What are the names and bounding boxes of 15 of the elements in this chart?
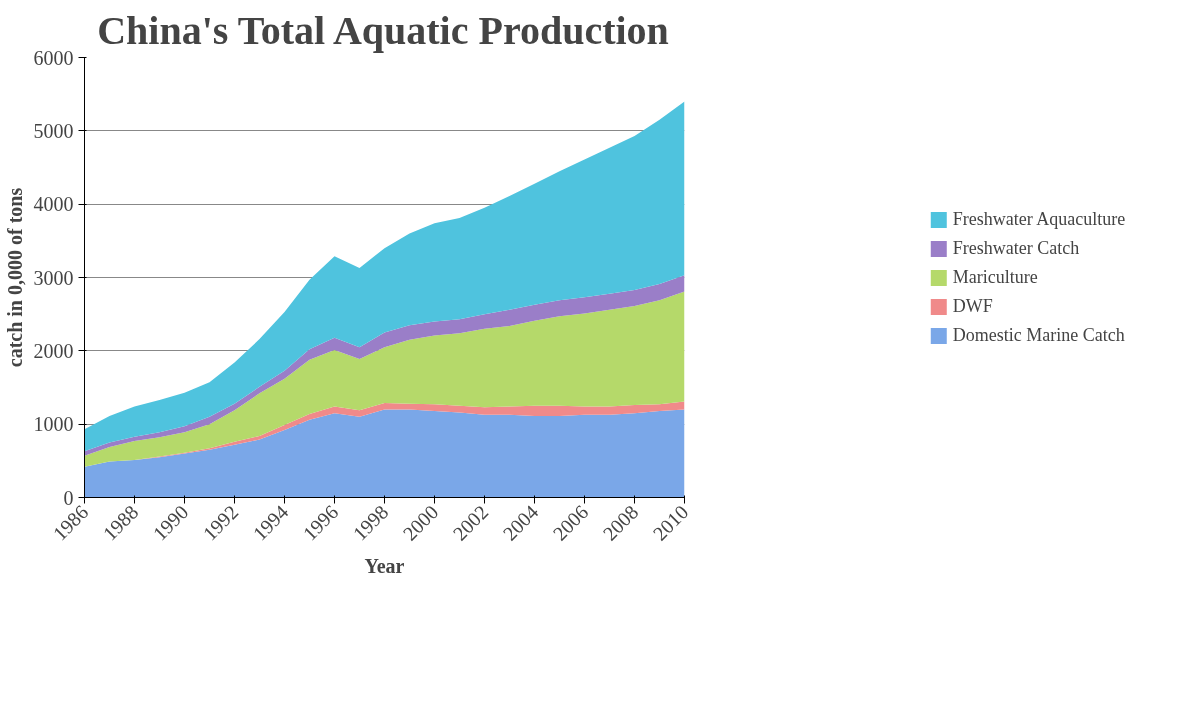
chart-title: China's Total Aquatic Production bbox=[97, 7, 669, 53]
y-tick-label: 1000 bbox=[33, 413, 74, 436]
legend-label: Freshwater Aquaculture bbox=[952, 208, 1126, 230]
legend-label: Freshwater Catch bbox=[952, 237, 1080, 259]
y-tick-label: 0 bbox=[63, 486, 74, 509]
y-tick-label: 6000 bbox=[33, 46, 74, 69]
y-axis-title: catch in 0,000 of tons bbox=[3, 187, 26, 368]
y-tick-label: 2000 bbox=[33, 339, 74, 362]
y-tick-label: 3000 bbox=[33, 266, 74, 289]
y-tick-label: 4000 bbox=[33, 193, 74, 216]
legend-label: DWF bbox=[952, 295, 993, 317]
y-tick-label: 5000 bbox=[33, 119, 74, 142]
legend-label: Mariculture bbox=[952, 266, 1038, 288]
legend-label: Domestic Marine Catch bbox=[952, 324, 1125, 346]
x-axis-title: Year bbox=[364, 554, 405, 577]
